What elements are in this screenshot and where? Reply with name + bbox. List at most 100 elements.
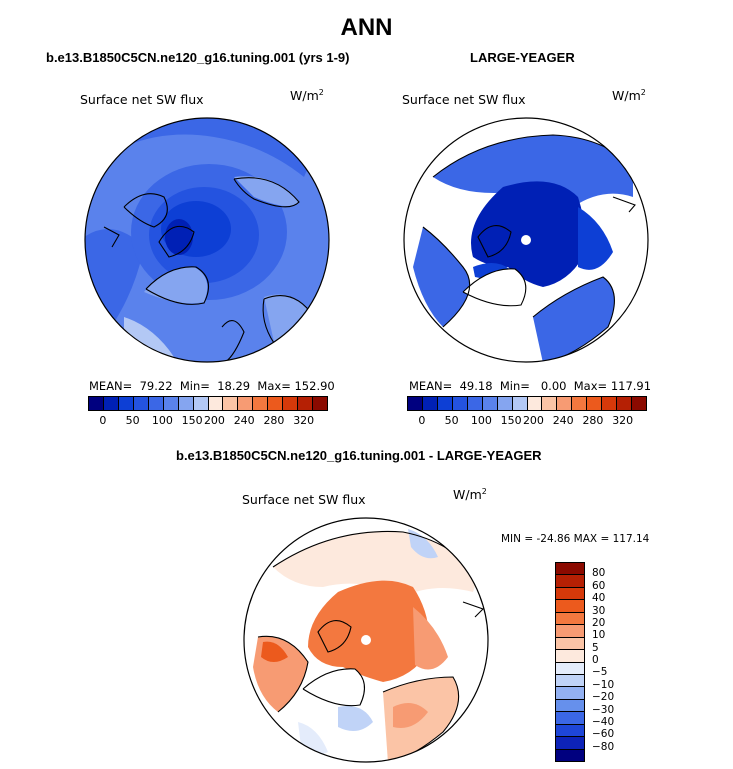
panel-3-colorbar-swatch bbox=[556, 749, 584, 761]
panel-3-variable-label: Surface net SW flux bbox=[242, 492, 366, 507]
panel-3-minmax: MIN = -24.86 MAX = 117.14 bbox=[501, 533, 650, 545]
panel-2-colorbar-swatch bbox=[617, 397, 633, 410]
panel-1-colorbar-swatch bbox=[178, 397, 194, 410]
panel-1-colorbar-swatch bbox=[103, 397, 119, 410]
panel-3-colorbar-tick-label: 80 bbox=[592, 567, 606, 580]
panel-2-colorbar-swatch bbox=[422, 397, 438, 410]
panel-1-colorbar-ticks: 0 50 100 150 200 240 280 320 bbox=[88, 414, 326, 428]
panel-2-variable-label: Surface net SW flux bbox=[402, 92, 526, 107]
panel-2-colorbar-swatch bbox=[557, 397, 573, 410]
panel-3-colorbar-tick-label: 10 bbox=[592, 629, 606, 642]
panel-3-colorbar bbox=[555, 562, 585, 762]
panel-2-colorbar-swatch bbox=[437, 397, 453, 410]
panel-3-colorbar-labels: 80 60 40 30 20 10 5 0 −5 −10 −20 −30 −40 −60 −80 bbox=[592, 562, 632, 760]
panel-1-colorbar-swatch bbox=[238, 397, 254, 410]
panel-2-colorbar-swatch bbox=[572, 397, 588, 410]
panel-3-colorbar-swatch bbox=[556, 724, 584, 738]
panel-1-colorbar-swatch bbox=[133, 397, 149, 410]
panel-2-colorbar-tick-label: 100 bbox=[470, 414, 492, 427]
panel-3-colorbar-swatch bbox=[556, 575, 584, 588]
panel-1-colorbar bbox=[88, 396, 328, 411]
panel-2-colorbar-swatch bbox=[482, 397, 498, 410]
figure-title: ANN bbox=[340, 14, 393, 41]
panel-3-colorbar-swatch bbox=[556, 712, 584, 725]
panel-3-colorbar-swatch bbox=[556, 699, 584, 713]
panel-1-colorbar-swatch bbox=[298, 397, 314, 410]
panel-3-title: b.e13.B1850C5CN.ne120_g16.tuning.001 - L… bbox=[176, 448, 542, 463]
panel-3-colorbar-swatch bbox=[556, 625, 584, 638]
panel-1-colorbar-swatch bbox=[163, 397, 179, 410]
panel-3-colorbar-swatch bbox=[556, 737, 584, 750]
panel-2-colorbar-ticks: 0 50 100 150 200 240 280 320 bbox=[407, 414, 645, 428]
panel-1-map-border bbox=[84, 117, 330, 363]
panel-3-colorbar-swatch bbox=[556, 563, 584, 576]
panel-3-colorbar-swatch bbox=[556, 650, 584, 663]
panel-2-map-border bbox=[403, 117, 649, 363]
panel-1-colorbar-swatch bbox=[313, 397, 327, 410]
panel-2-colorbar-swatch bbox=[467, 397, 483, 410]
panel-1-colorbar-tick-label: 0 bbox=[99, 414, 107, 427]
panel-3-colorbar-tick-label: 30 bbox=[592, 604, 606, 617]
panel-1-colorbar-swatch bbox=[223, 397, 239, 410]
panel-2-colorbar-tick-label: 240 bbox=[552, 414, 574, 427]
panel-3-colorbar-swatch bbox=[556, 612, 584, 626]
panel-2-pole-hole bbox=[521, 235, 531, 245]
panel-2-colorbar-swatch bbox=[408, 397, 423, 410]
panel-2-title: LARGE-YEAGER bbox=[470, 50, 575, 65]
panel-1-colorbar-swatch bbox=[118, 397, 134, 410]
panel-3-pole-hole bbox=[361, 635, 371, 645]
panel-3-units-label: W/m2 bbox=[453, 487, 487, 503]
panel-2-colorbar-tick-label: 50 bbox=[444, 414, 459, 427]
panel-2-colorbar-swatch bbox=[542, 397, 558, 410]
panel-1-colorbar-tick-label: 280 bbox=[263, 414, 285, 427]
panel-3-colorbar-tick-label: 5 bbox=[592, 641, 599, 654]
panel-3-positive-core bbox=[308, 580, 429, 682]
panel-1-colorbar-tick-label: 50 bbox=[125, 414, 140, 427]
panel-1-colorbar-swatch bbox=[268, 397, 284, 410]
panel-3-colorbar-tick-label: −10 bbox=[592, 678, 615, 691]
panel-1-colorbar-tick-label: 100 bbox=[151, 414, 173, 427]
panel-2-stats: MEAN= 49.18 Min= 0.00 Max= 117.91 bbox=[409, 379, 652, 393]
panel-3-colorbar-tick-label: −40 bbox=[592, 715, 615, 728]
panel-2-colorbar-tick-label: 200 bbox=[522, 414, 544, 427]
panel-2-colorbar-swatch bbox=[452, 397, 468, 410]
panel-1-colorbar-swatch bbox=[208, 397, 224, 410]
panel-1-units-label: W/m2 bbox=[290, 88, 324, 104]
panel-1-title: b.e13.B1850C5CN.ne120_g16.tuning.001 (yr… bbox=[46, 50, 350, 65]
panel-2-colorbar bbox=[407, 396, 647, 411]
panel-1-colorbar-tick-label: 200 bbox=[203, 414, 225, 427]
panel-3-colorbar-swatch bbox=[556, 600, 584, 613]
panel-3-colorbar-tick-label: 40 bbox=[592, 592, 606, 605]
panel-2-colorbar-tick-label: 320 bbox=[612, 414, 634, 427]
panel-1-variable-label: Surface net SW flux bbox=[80, 92, 204, 107]
panel-1-colorbar-tick-label: 320 bbox=[293, 414, 315, 427]
panel-2-colorbar-tick-label: 280 bbox=[582, 414, 604, 427]
panel-3-colorbar-tick-label: 60 bbox=[592, 579, 606, 592]
panel-2-colorbar-swatch bbox=[512, 397, 528, 410]
panel-3-colorbar-tick-label: −5 bbox=[592, 666, 608, 679]
panel-2-colorbar-swatch bbox=[632, 397, 646, 410]
panel-3-colorbar-swatch bbox=[556, 687, 584, 700]
panel-3-colorbar-swatch bbox=[556, 662, 584, 675]
panel-2-colorbar-swatch bbox=[587, 397, 603, 410]
panel-3-polar-map bbox=[243, 517, 489, 763]
panel-3-colorbar-tick-label: −20 bbox=[592, 691, 615, 704]
panel-3-colorbar-tick-label: −80 bbox=[592, 740, 615, 753]
panel-1-colorbar-swatch bbox=[193, 397, 209, 410]
panel-1-greenland bbox=[144, 267, 208, 304]
panel-1-colorbar-tick-label: 150 bbox=[181, 414, 203, 427]
panel-2-colorbar-swatch bbox=[497, 397, 513, 410]
panel-1-colorbar-swatch bbox=[148, 397, 164, 410]
panel-2-colorbar-tick-label: 0 bbox=[418, 414, 426, 427]
panel-2-colorbar-swatch bbox=[527, 397, 543, 410]
panel-2-greenland bbox=[463, 268, 526, 306]
panel-2-colorbar-tick-label: 150 bbox=[500, 414, 522, 427]
panel-3-colorbar-swatch bbox=[556, 587, 584, 601]
panel-2-sea-ice-core bbox=[471, 181, 585, 287]
panel-1-colorbar-swatch bbox=[253, 397, 269, 410]
panel-2-units-label: W/m2 bbox=[612, 88, 646, 104]
panel-3-colorbar-tick-label: 20 bbox=[592, 616, 606, 629]
panel-1-polar-map bbox=[84, 117, 330, 363]
panel-3-colorbar-tick-label: −60 bbox=[592, 728, 615, 741]
panel-1-colorbar-swatch bbox=[89, 397, 104, 410]
